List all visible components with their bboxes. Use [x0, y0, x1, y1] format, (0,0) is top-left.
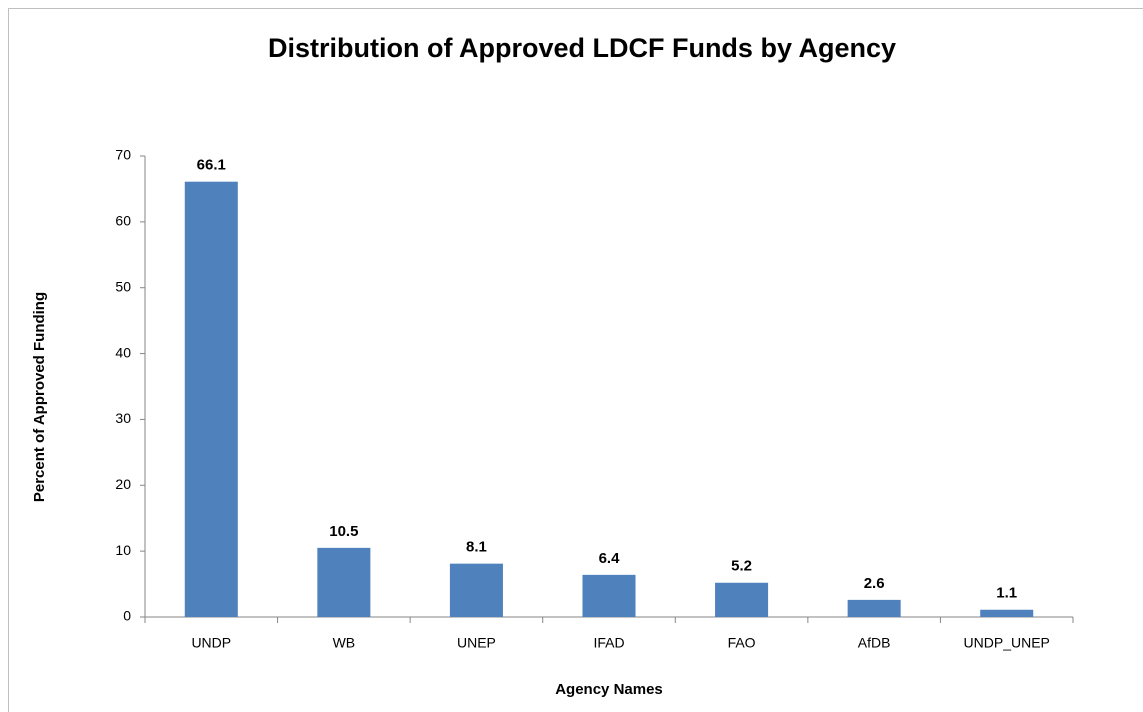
x-tick-label: IFAD: [593, 635, 624, 651]
y-tick-label: 60: [115, 213, 131, 229]
bar: [582, 574, 636, 617]
x-tick-label: AfDB: [858, 635, 891, 651]
bar: [184, 181, 238, 618]
data-label: 66.1: [197, 157, 226, 174]
bar: [847, 599, 901, 617]
bar: [980, 609, 1034, 617]
x-axis-label: Agency Names: [555, 681, 663, 698]
data-label: 8.1: [466, 539, 487, 556]
data-label: 5.2: [731, 558, 752, 575]
y-tick-label: 20: [115, 476, 131, 492]
x-tick-label: UNEP: [457, 635, 496, 651]
data-label: 10.5: [329, 523, 358, 540]
y-tick-label: 50: [115, 278, 131, 294]
chart-border: [8, 8, 1143, 712]
chart-title: Distribution of Approved LDCF Funds by A…: [268, 33, 896, 63]
x-tick-label: FAO: [728, 635, 756, 651]
y-tick-label: 70: [115, 147, 131, 163]
y-tick-label: 40: [115, 344, 131, 360]
bar: [317, 547, 371, 617]
data-label: 1.1: [996, 585, 1017, 602]
y-tick-label: 30: [115, 410, 131, 426]
y-axis-label: Percent of Approved Funding: [31, 292, 48, 502]
x-tick-label: WB: [333, 635, 356, 651]
x-tick-label: UNDP: [191, 635, 231, 651]
bar: [715, 582, 769, 617]
y-tick-label: 10: [115, 542, 131, 558]
x-tick-label: UNDP_UNEP: [964, 635, 1050, 651]
data-label: 6.4: [599, 550, 621, 567]
bar: [449, 563, 503, 617]
y-tick-label: 0: [123, 608, 131, 624]
data-label: 2.6: [864, 575, 885, 592]
